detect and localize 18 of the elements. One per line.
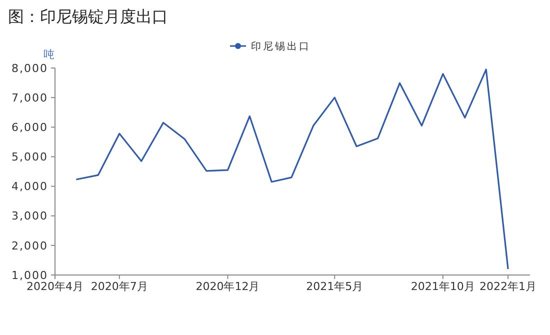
y-tick-label: 4,000 <box>12 180 48 194</box>
chart-title: 图：印尼锡锭月度出口 <box>8 7 168 26</box>
y-tick-label: 1,000 <box>12 268 48 282</box>
legend-label: 印尼锡出口 <box>251 40 311 52</box>
y-tick-label: 8,000 <box>12 62 48 75</box>
y-tick-label: 7,000 <box>12 91 48 104</box>
y-axis-title: 吨 <box>44 48 54 61</box>
x-tick-label: 2022年1月 <box>480 280 537 293</box>
x-tick-label: 2020年7月 <box>90 280 148 293</box>
line-series <box>75 68 509 270</box>
x-tick-label: 2021年5月 <box>306 280 364 293</box>
x-tick-label: 2020年4月 <box>26 280 84 293</box>
y-tick-label: 3,000 <box>12 210 48 223</box>
x-tick-label: 2020年12月 <box>196 280 260 293</box>
x-tick-label: 2021年10月 <box>410 280 475 293</box>
y-tick-label: 5,000 <box>12 150 48 164</box>
y-tick-label: 6,000 <box>12 120 48 134</box>
y-tick-label: 2,000 <box>12 239 48 252</box>
